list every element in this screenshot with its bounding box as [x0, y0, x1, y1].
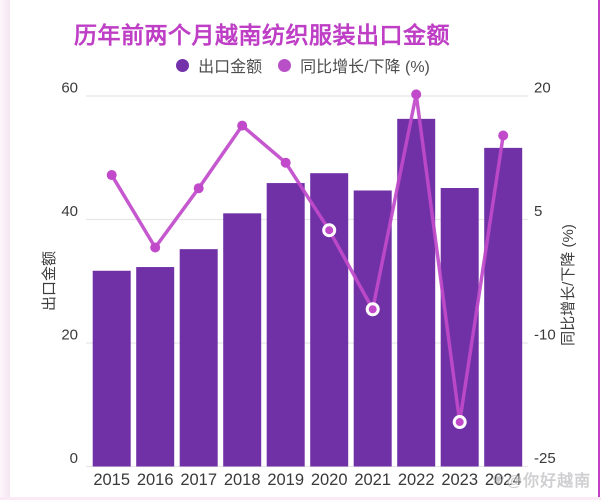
legend-item-export: 出口金额 [176, 53, 262, 77]
right-axis-tick: 5 [534, 203, 542, 220]
left-axis-tick: 60 [61, 80, 78, 97]
bar-2015 [92, 270, 131, 467]
bottom-edge-strip [0, 497, 601, 500]
x-axis-label: 2023 [441, 471, 478, 489]
data-point [237, 120, 248, 131]
bar-2018 [223, 213, 262, 467]
right-axis-tick: -10 [534, 327, 556, 344]
right-axis-tick: 20 [534, 80, 551, 97]
data-point-ring [452, 415, 467, 430]
x-axis-label: 2019 [267, 471, 304, 489]
bar-2017 [179, 249, 218, 467]
left-axis-tick: 0 [70, 450, 78, 467]
bar-2016 [136, 267, 175, 467]
line-series-dot-icon [278, 58, 292, 72]
data-point [411, 89, 422, 100]
right-axis-title: 同比增长/下降 (%) [560, 224, 577, 346]
yoy-line [109, 92, 505, 424]
legend: 出口金额 同比增长/下降 (%) [86, 54, 520, 76]
bar-2019 [266, 183, 305, 467]
bar-2021 [353, 190, 392, 467]
data-point [106, 170, 117, 181]
left-axis-tick: 40 [61, 203, 78, 220]
bar-series-dot-icon [176, 58, 190, 72]
bar-2020 [310, 173, 349, 467]
bar-2022 [397, 118, 436, 467]
right-axis-tick: -25 [534, 450, 556, 467]
right-edge-border [598, 0, 600, 500]
left-axis-tick: 20 [61, 327, 78, 344]
bar-2024 [484, 147, 523, 467]
data-point [498, 130, 509, 141]
data-point-ring [322, 223, 337, 238]
x-axis-label: 2017 [180, 471, 217, 489]
legend-item-yoy: 同比增长/下降 (%) [278, 53, 430, 77]
x-axis-label: 2020 [311, 471, 348, 489]
left-axis-title: 出口金额 [41, 251, 58, 312]
legend-label-yoy: 同比增长/下降 (%) [300, 59, 430, 76]
x-axis-label: 2016 [137, 471, 174, 489]
legend-label-export: 出口金额 [198, 59, 263, 76]
data-point-ring [365, 302, 380, 317]
chart-title: 历年前两个月越南纺织服装出口金额 [74, 22, 450, 48]
x-axis-label: 2018 [224, 471, 261, 489]
data-point [150, 242, 161, 253]
x-axis-label: 2022 [398, 471, 435, 489]
left-edge-strip [0, 0, 10, 500]
x-axis-label: 2024 [485, 471, 522, 489]
data-point [193, 183, 204, 194]
data-point [280, 157, 291, 168]
x-axis-label: 2021 [354, 471, 391, 489]
x-axis-label: 2015 [93, 471, 130, 489]
